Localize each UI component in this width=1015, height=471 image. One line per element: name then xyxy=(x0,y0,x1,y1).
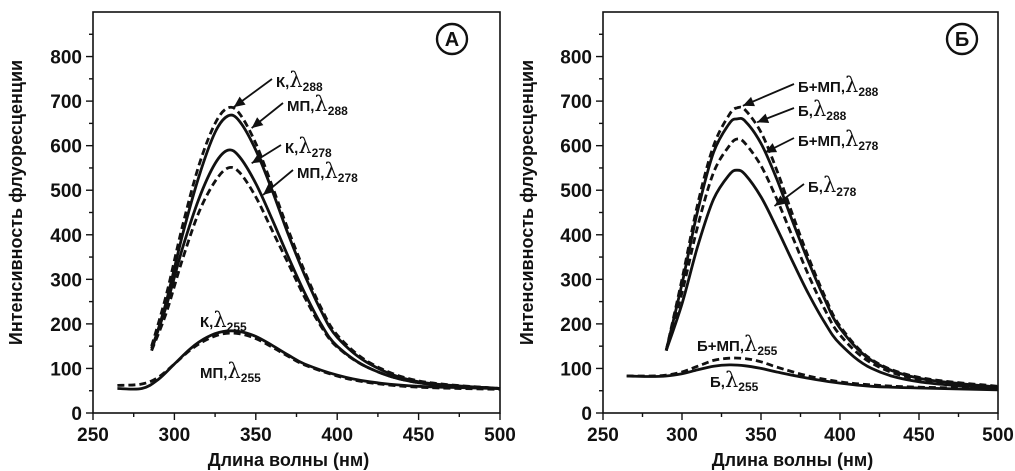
series-label: МП,λ255 xyxy=(200,359,261,385)
y-tick-label: 0 xyxy=(581,404,592,425)
y-tick-label: 700 xyxy=(560,92,592,113)
y-tick-label: 500 xyxy=(50,181,82,202)
y-tick-label: 400 xyxy=(50,226,82,247)
x-tick-label: 350 xyxy=(240,425,272,446)
plot-frame xyxy=(602,11,999,414)
series-label: Б,λ288 xyxy=(798,97,847,123)
x-tick-label: 400 xyxy=(321,425,353,446)
y-tick-label: 0 xyxy=(71,404,82,425)
series-label: К,λ288 xyxy=(276,68,323,94)
series-label: К,λ278 xyxy=(285,134,332,160)
x-tick-label: 450 xyxy=(403,425,435,446)
series-label: Б,λ278 xyxy=(808,173,857,199)
series-label: Б+МП,λ288 xyxy=(798,73,879,99)
annotation-arrow-head xyxy=(263,184,275,195)
y-tick-label: 300 xyxy=(50,270,82,291)
y-tick-label: 600 xyxy=(50,137,82,158)
x-tick-label: 300 xyxy=(666,425,698,446)
series-line-0-0 xyxy=(150,113,501,390)
series-line-1-5 xyxy=(626,363,999,392)
series-line-1-2 xyxy=(664,137,999,389)
x-tick-label: 400 xyxy=(824,425,856,446)
annotation-arrow-head xyxy=(251,117,264,129)
panel-letter: Б xyxy=(955,29,969,51)
annotation-arrow-head xyxy=(765,143,778,153)
series-line-0-3 xyxy=(150,165,501,390)
annotation-arrow-head xyxy=(742,96,755,107)
series-label: МП,λ278 xyxy=(297,159,358,185)
y-tick-label: 300 xyxy=(560,270,592,291)
series-label: Б,λ255 xyxy=(710,368,759,394)
series-label: Б+МП,λ278 xyxy=(798,127,879,153)
y-tick-label: 200 xyxy=(50,315,82,336)
y-tick-label: 400 xyxy=(560,226,592,247)
x-tick-label: 250 xyxy=(77,425,109,446)
panel-letter-circle xyxy=(435,22,469,56)
y-tick-label: 100 xyxy=(50,359,82,380)
y-axis-title: Интенсивность флуоресценции xyxy=(6,60,26,345)
y-tick-label: 200 xyxy=(560,315,592,336)
x-tick-label: 300 xyxy=(159,425,191,446)
annotation-arrow-head xyxy=(757,113,770,123)
series-line-0-2 xyxy=(150,148,501,390)
annotation-arrow-head xyxy=(251,153,264,164)
series-label: Б+МП,λ255 xyxy=(697,332,778,358)
series-line-0-1 xyxy=(150,105,501,390)
series-line-1-3 xyxy=(664,168,999,390)
annotation-arrow-head xyxy=(774,195,787,207)
y-tick-label: 100 xyxy=(560,359,592,380)
chart-panel-a: 250 300 350 400 450 500 0 100 200 300 400 500 600 700… xyxy=(6,11,516,470)
x-tick-label: 500 xyxy=(982,425,1014,446)
y-tick-label: 800 xyxy=(560,48,592,69)
y-tick-label: 800 xyxy=(50,48,82,69)
x-tick-label: 450 xyxy=(903,425,935,446)
x-tick-label: 250 xyxy=(587,425,619,446)
series-label: МП,λ288 xyxy=(287,92,348,118)
x-axis-title: Длина волны (нм) xyxy=(712,450,873,470)
panel-letter: А xyxy=(445,29,459,51)
annotation-arrow-head xyxy=(233,96,246,108)
y-tick-label: 500 xyxy=(560,181,592,202)
series-label: К,λ255 xyxy=(200,308,247,334)
y-tick-label: 700 xyxy=(50,92,82,113)
y-tick-label: 600 xyxy=(560,137,592,158)
series-line-0-4 xyxy=(117,329,501,391)
x-tick-label: 500 xyxy=(484,425,516,446)
chart-panel-b: 250 300 350 400 450 500 0 100 200 300 400 500 600 700… xyxy=(517,11,1014,470)
series-line-1-1 xyxy=(664,117,999,389)
x-axis-title: Длина волны (нм) xyxy=(208,450,369,470)
panel-letter-circle xyxy=(945,22,979,56)
x-tick-label: 350 xyxy=(745,425,777,446)
series-line-0-5 xyxy=(117,331,501,391)
series-line-1-0 xyxy=(664,105,999,388)
y-axis-title: Интенсивность флуоресценции xyxy=(517,60,537,345)
